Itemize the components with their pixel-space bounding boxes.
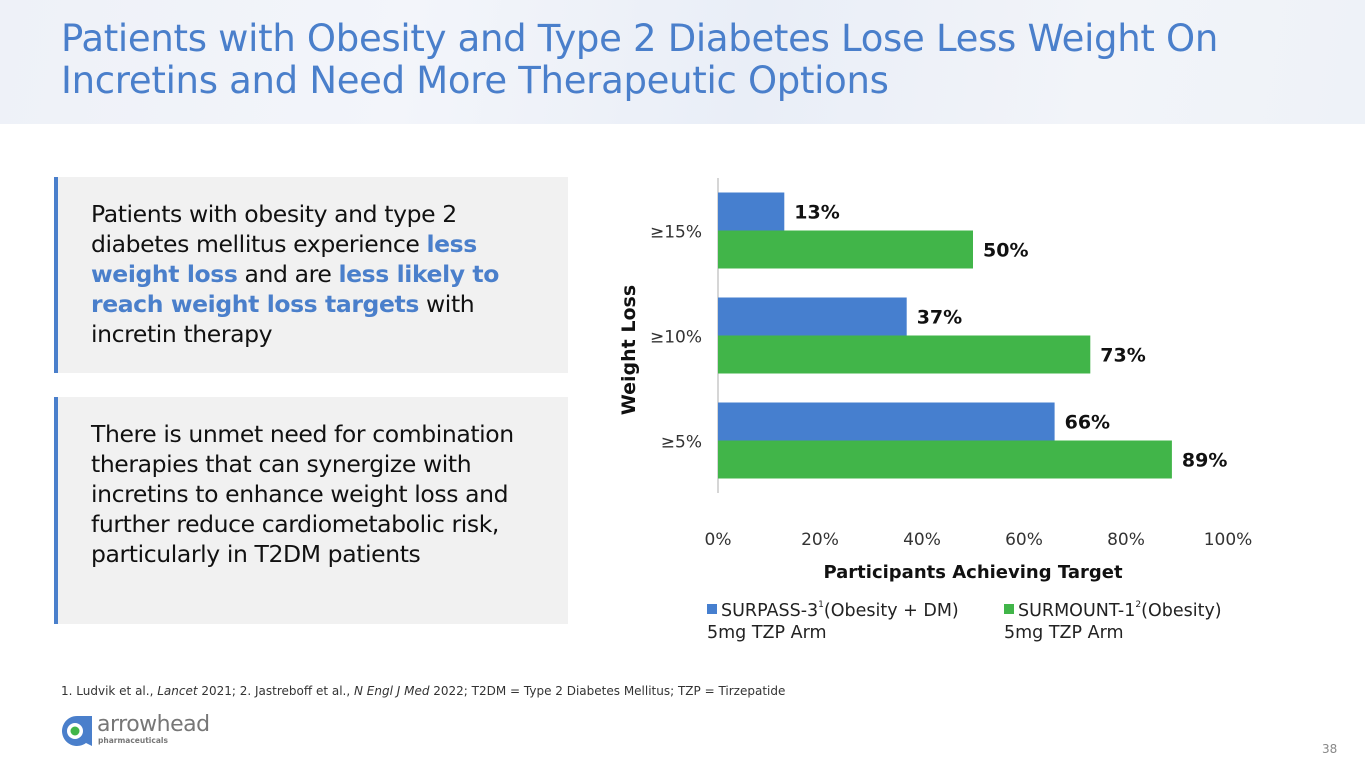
y-axis-title: Weight Loss [618, 285, 640, 415]
footnote-journal: N Engl J Med [354, 684, 430, 698]
y-tick-label: ≥10% [650, 328, 702, 348]
page-title-line-2: Incretins and Need More Therapeutic Opti… [61, 59, 889, 102]
callout-text: There is unmet need for combination ther… [91, 419, 558, 569]
legend-label-main: SURPASS-3 [721, 601, 819, 621]
legend-swatch-surmount [1004, 604, 1014, 614]
bar-surpass [718, 402, 1055, 441]
legend-label-line2: 5mg TZP Arm [1004, 623, 1124, 643]
callout-segment: and are [237, 260, 339, 288]
legend-label-rest: (Obesity + DM) [823, 601, 959, 621]
weight-loss-bar-chart: ≥15% 13% 50% ≥10% 37% 73% ≥5% 66% 89% 0% 20% 40% 60%… [600, 170, 1300, 650]
bar-surmount [718, 440, 1172, 479]
callout-highlight: less weight loss [91, 230, 477, 288]
data-label: 89% [1182, 450, 1227, 472]
legend-label-main: SURMOUNT-1 [1018, 601, 1136, 621]
callout-highlight: less likely to reach weight loss targets [91, 260, 500, 318]
logo-subtitle: pharmaceuticals [98, 736, 168, 745]
x-tick-label: 80% [1107, 530, 1145, 550]
callout-box-unmet-need: There is unmet need for combination ther… [54, 397, 568, 624]
y-tick-label: ≥5% [661, 433, 702, 453]
y-tick-label: ≥15% [650, 223, 702, 243]
legend-footnote-ref: 1 [818, 600, 824, 610]
company-logo: arrowhead pharmaceuticals [60, 712, 210, 748]
bar-surmount [718, 335, 1091, 374]
bar-surpass [718, 297, 907, 336]
logo-mark-icon [62, 716, 92, 746]
callout-segment: with incretin therapy [91, 290, 475, 348]
legend-label-rest: (Obesity) [1141, 601, 1222, 621]
callout-text: Patients with obesity and type 2 diabete… [91, 199, 558, 349]
data-label: 13% [794, 202, 839, 224]
x-tick-label: 100% [1204, 530, 1253, 550]
legend-item-surpass: SURPASS-31(Obesity + DM) 5mg TZP Arm [707, 594, 959, 644]
page-title-line-1: Patients with Obesity and Type 2 Diabete… [61, 17, 1219, 60]
x-tick-label: 0% [705, 530, 732, 550]
references-footnote: 1. Ludvik et al., Lancet 2021; 2. Jastre… [61, 684, 785, 698]
footnote-journal: Lancet [157, 684, 198, 698]
legend-label-line2: 5mg TZP Arm [707, 623, 827, 643]
header-band [0, 0, 1365, 124]
legend-footnote-ref: 2 [1135, 600, 1142, 610]
callout-box-weight-loss: Patients with obesity and type 2 diabete… [54, 177, 568, 373]
footnote-text: 2021; 2. Jastreboff et al., [197, 684, 354, 698]
x-tick-label: 60% [1005, 530, 1043, 550]
footnote-text: 2022; T2DM = Type 2 Diabetes Mellitus; T… [429, 684, 786, 698]
legend-item-surmount: SURMOUNT-12(Obesity) 5mg TZP Arm [1004, 594, 1222, 644]
page-number: 38 [1322, 742, 1338, 756]
x-axis-title: Participants Achieving Target [823, 562, 1123, 583]
data-label: 50% [983, 240, 1028, 262]
data-label: 66% [1065, 412, 1110, 434]
logo-wordmark: arrowhead [97, 712, 210, 737]
bar-surmount [718, 230, 973, 269]
x-tick-label: 20% [801, 530, 839, 550]
page-title: Patients with Obesity and Type 2 Diabete… [61, 18, 1321, 102]
callout-segment: There is unmet need for combination ther… [91, 420, 514, 568]
footnote-text: 1. Ludvik et al., [61, 684, 158, 698]
data-label: 73% [1100, 345, 1145, 367]
legend-swatch-surpass [707, 604, 717, 614]
x-tick-label: 40% [903, 530, 941, 550]
data-label: 37% [917, 307, 962, 329]
callout-segment: Patients with obesity and type 2 diabete… [91, 200, 457, 258]
bar-surpass [718, 192, 785, 231]
chart-svg: ≥15% 13% 50% ≥10% 37% 73% ≥5% 66% 89% 0% 20% 40% 60%… [618, 178, 1253, 583]
